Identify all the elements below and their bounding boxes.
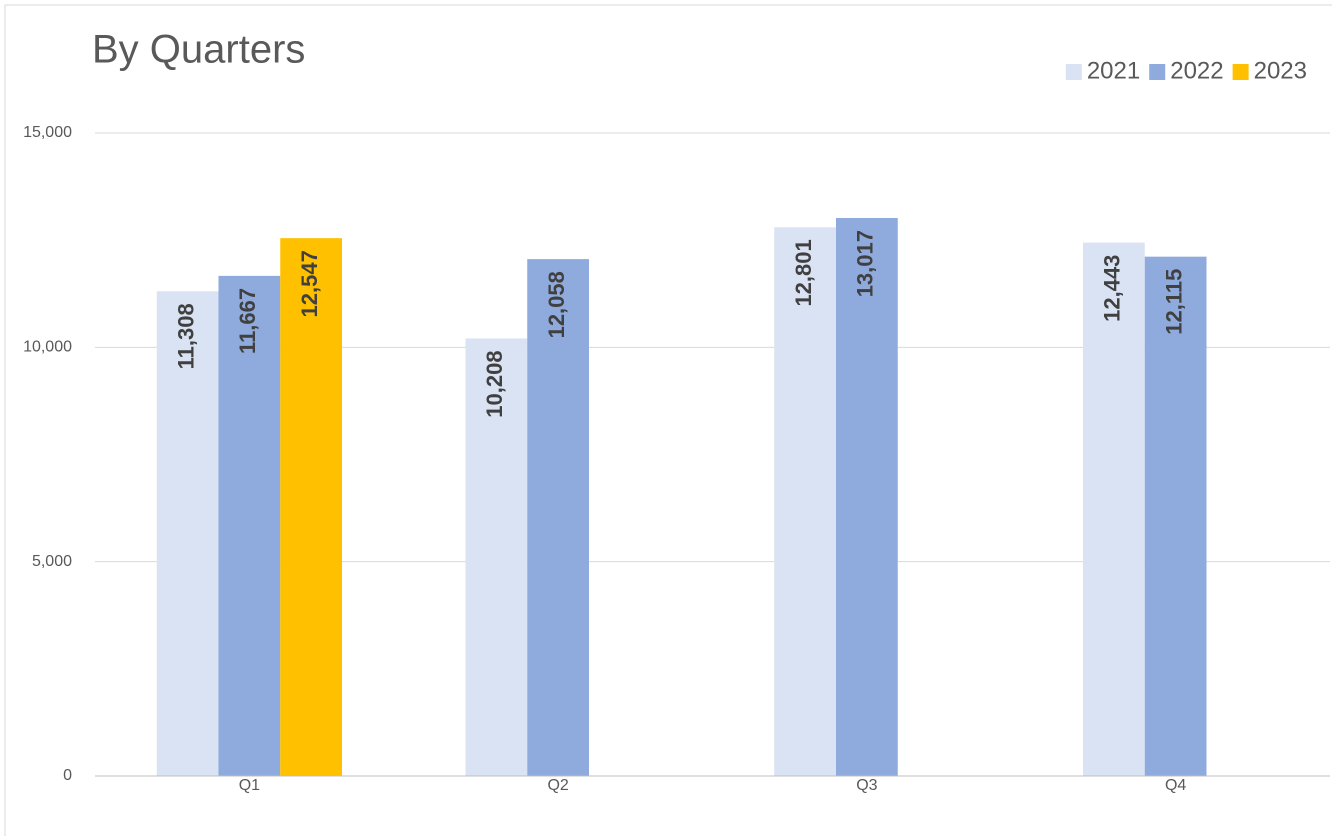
legend-label: 2023 xyxy=(1254,57,1307,84)
legend-label: 2022 xyxy=(1170,57,1223,84)
data-label: 12,058 xyxy=(544,271,569,338)
data-label: 11,667 xyxy=(235,288,260,354)
data-label: 11,308 xyxy=(173,303,198,369)
bar xyxy=(218,275,281,776)
data-label: 12,801 xyxy=(791,239,816,306)
data-label: 12,547 xyxy=(297,250,322,317)
x-tick-label: Q1 xyxy=(239,777,260,794)
data-label: 10,208 xyxy=(482,350,507,417)
bar xyxy=(836,218,898,777)
data-label: 12,443 xyxy=(1100,255,1125,322)
legend-swatch xyxy=(1149,64,1166,80)
data-label: 12,115 xyxy=(1161,269,1186,335)
y-tick-label: 15,000 xyxy=(23,124,72,141)
data-label: 13,017 xyxy=(853,230,878,297)
x-tick-label: Q3 xyxy=(856,777,877,794)
y-tick-label: 0 xyxy=(63,767,72,784)
bar xyxy=(156,291,219,776)
bar xyxy=(280,238,342,777)
x-tick-label: Q2 xyxy=(547,777,568,794)
legend-swatch xyxy=(1065,64,1082,80)
bar xyxy=(774,227,836,776)
y-tick-label: 5,000 xyxy=(32,553,72,570)
bar xyxy=(527,259,589,776)
y-tick-label: 10,000 xyxy=(23,339,72,356)
bar xyxy=(465,338,528,776)
x-tick-label: Q4 xyxy=(1165,777,1186,794)
legend-swatch xyxy=(1232,64,1249,80)
legend-label: 2021 xyxy=(1087,57,1140,84)
chart-title: By Quarters xyxy=(92,28,305,72)
bar xyxy=(1083,242,1145,777)
bar xyxy=(1144,256,1207,777)
